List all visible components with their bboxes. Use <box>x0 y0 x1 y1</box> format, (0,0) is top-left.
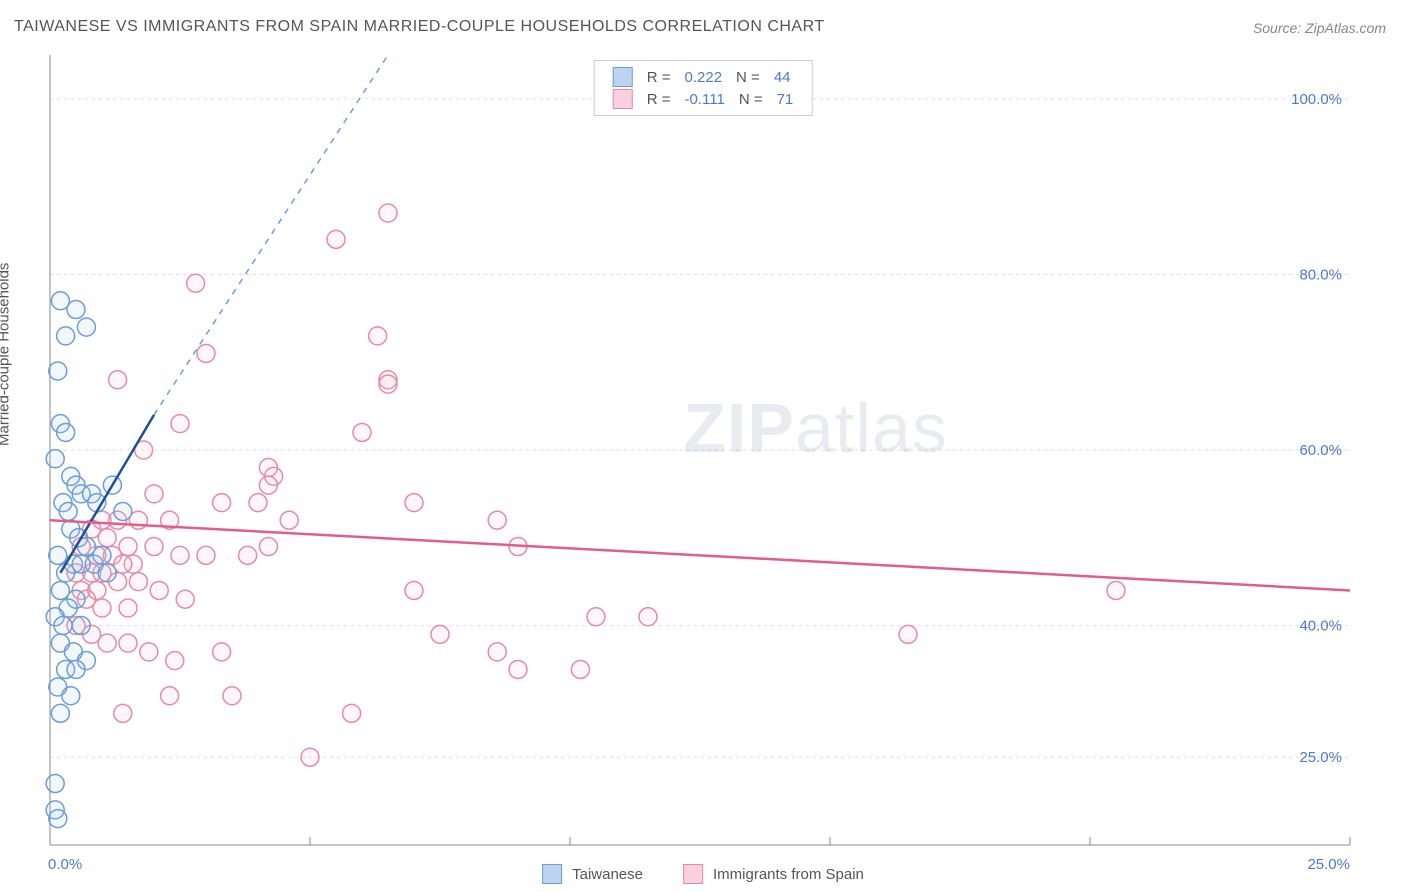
series-name-1: Immigrants from Spain <box>713 866 864 883</box>
n-label: N = <box>739 91 763 108</box>
legend-swatch-pink <box>683 864 703 884</box>
r-label: R = <box>647 91 671 108</box>
svg-text:25.0%: 25.0% <box>1299 749 1342 766</box>
svg-text:80.0%: 80.0% <box>1299 266 1342 283</box>
n-label: N = <box>736 69 760 86</box>
series-legend-item: Taiwanese <box>542 864 643 884</box>
series-legend: Taiwanese Immigrants from Spain <box>542 864 864 884</box>
legend-swatch-blue <box>542 864 562 884</box>
series-name-0: Taiwanese <box>572 866 643 883</box>
legend-swatch-blue <box>613 67 633 87</box>
svg-text:60.0%: 60.0% <box>1299 442 1342 459</box>
chart-container: TAIWANESE VS IMMIGRANTS FROM SPAIN MARRI… <box>0 0 1406 892</box>
svg-text:100.0%: 100.0% <box>1291 91 1342 108</box>
series-legend-item: Immigrants from Spain <box>683 864 864 884</box>
svg-text:25.0%: 25.0% <box>1307 856 1350 873</box>
correlation-legend: R = 0.222 N = 44 R = -0.111 N = 71 <box>594 60 813 116</box>
correlation-legend-row: R = -0.111 N = 71 <box>613 89 794 109</box>
svg-text:40.0%: 40.0% <box>1299 618 1342 635</box>
r-value-0: 0.222 <box>685 69 723 86</box>
legend-swatch-pink <box>613 89 633 109</box>
r-value-1: -0.111 <box>685 91 725 108</box>
correlation-legend-row: R = 0.222 N = 44 <box>613 67 794 87</box>
n-value-0: 44 <box>774 69 791 86</box>
r-label: R = <box>647 69 671 86</box>
svg-text:0.0%: 0.0% <box>48 856 82 873</box>
n-value-1: 71 <box>777 91 794 108</box>
scatter-plot-svg: 25.0% 40.0% 60.0% 80.0% 100.0% 0.0% 25.0% <box>0 0 1406 892</box>
